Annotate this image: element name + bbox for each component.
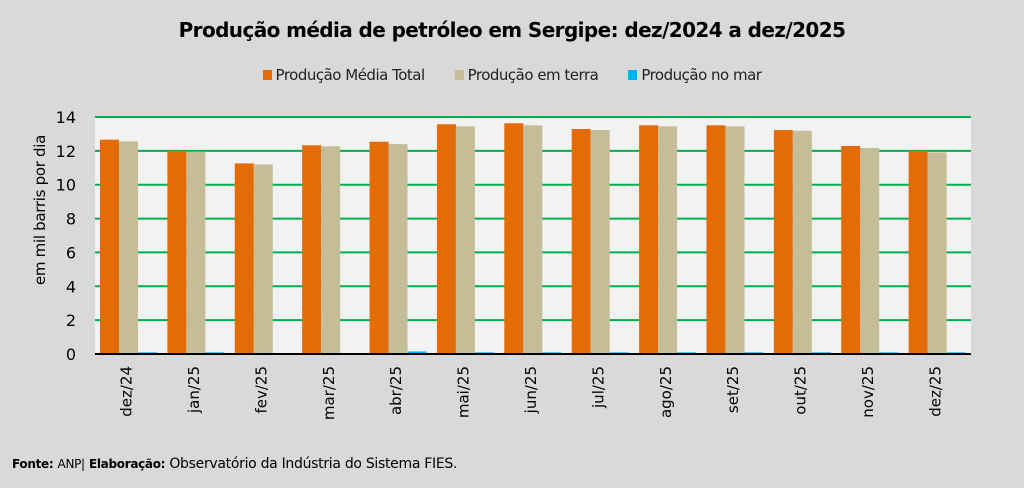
source-value: ANP| bbox=[57, 457, 86, 471]
y-tick-label: 4 bbox=[66, 277, 76, 296]
bar-total bbox=[234, 163, 254, 354]
x-tick-label: dez/24 bbox=[118, 366, 136, 417]
bar-terra bbox=[792, 130, 812, 354]
bar-terra bbox=[253, 164, 273, 354]
x-tick-label: jun/25 bbox=[522, 366, 540, 414]
bar-terra bbox=[590, 130, 610, 354]
y-tick-label: 8 bbox=[66, 210, 76, 229]
x-tick-label: mai/25 bbox=[455, 366, 473, 418]
legend-item-terra: Produção em terra bbox=[454, 66, 599, 84]
bar-terra bbox=[321, 146, 341, 354]
bar-mar bbox=[407, 351, 427, 354]
bar-total bbox=[167, 150, 187, 354]
legend-label-mar: Produção no mar bbox=[641, 66, 762, 84]
y-tick-label: 2 bbox=[66, 311, 76, 330]
bar-terra bbox=[725, 126, 745, 354]
bar-terra bbox=[388, 144, 408, 354]
y-tick-label: 10 bbox=[56, 176, 76, 195]
y-tick-label: 14 bbox=[56, 108, 76, 127]
bar-terra bbox=[455, 126, 475, 354]
legend-item-total: Produção Média Total bbox=[262, 66, 426, 84]
bar-total bbox=[706, 125, 726, 354]
x-tick-label: nov/25 bbox=[859, 366, 877, 418]
x-tick-label: dez/25 bbox=[926, 366, 944, 417]
x-tick-label: mar/25 bbox=[320, 366, 338, 420]
bar-terra bbox=[927, 152, 947, 354]
bar-terra bbox=[860, 147, 880, 354]
y-tick-label: 6 bbox=[66, 243, 76, 262]
legend-swatch-mar bbox=[628, 70, 638, 80]
bar-total bbox=[100, 139, 119, 354]
legend-label-terra: Produção em terra bbox=[467, 66, 599, 84]
legend-swatch-total bbox=[262, 70, 272, 80]
x-tick-label: out/25 bbox=[792, 366, 810, 415]
legend: Produção Média Total Produção em terra P… bbox=[0, 66, 1024, 84]
credit-value: Observatório da Indústria do Sistema FIE… bbox=[169, 456, 458, 472]
chart-title: Produção média de petróleo em Sergipe: d… bbox=[178, 18, 846, 42]
legend-swatch-terra bbox=[454, 70, 464, 80]
x-tick-label: abr/25 bbox=[387, 366, 405, 415]
source-label: Fonte: bbox=[12, 457, 54, 471]
bar-terra bbox=[523, 125, 543, 354]
bar-total bbox=[571, 129, 591, 354]
bar-total bbox=[436, 124, 456, 354]
x-tick-label: fev/25 bbox=[252, 366, 270, 414]
bar-terra bbox=[119, 141, 138, 354]
bar-total bbox=[639, 125, 659, 354]
bar-total bbox=[841, 145, 861, 354]
footer: Fonte: ANP| Elaboração: Observatório da … bbox=[12, 456, 457, 472]
bar-total bbox=[302, 145, 322, 354]
bar-total bbox=[773, 130, 793, 354]
y-tick-label: 12 bbox=[56, 142, 76, 161]
x-tick-label: jan/25 bbox=[185, 366, 203, 414]
bar-total bbox=[369, 141, 389, 354]
bar-terra bbox=[186, 151, 206, 354]
bar-total bbox=[908, 150, 928, 354]
x-tick-label: set/25 bbox=[724, 366, 742, 413]
x-tick-label: jul/25 bbox=[589, 366, 607, 409]
x-tick-label: ago/25 bbox=[657, 366, 675, 418]
legend-label-total: Produção Média Total bbox=[275, 66, 426, 84]
bar-terra bbox=[658, 126, 678, 354]
bar-total bbox=[504, 123, 524, 354]
y-tick-label: 0 bbox=[66, 345, 76, 364]
legend-item-mar: Produção no mar bbox=[628, 66, 762, 84]
credit-label: Elaboração: bbox=[88, 457, 166, 471]
